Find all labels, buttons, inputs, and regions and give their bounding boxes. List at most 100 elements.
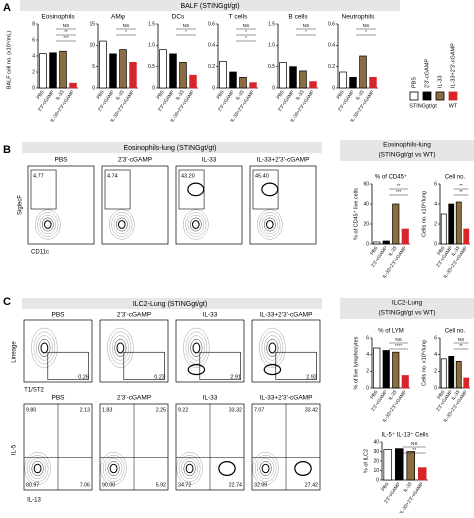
- plot-title: IL-33+2'3'-cGAMP: [257, 157, 310, 164]
- bar: [99, 40, 107, 89]
- panel-title: ILC2-Lung (STINGgt/gt): [133, 301, 207, 308]
- bar: [289, 66, 297, 89]
- y-tick-label: 0.5: [148, 64, 155, 70]
- header-band: [340, 140, 474, 161]
- y-tick-label: 0: [434, 241, 437, 247]
- bar: [417, 467, 427, 481]
- y-tick-label: 40: [363, 201, 369, 207]
- sig-label: NS: [458, 337, 464, 342]
- contour: [187, 364, 206, 376]
- bar: [463, 228, 470, 245]
- contour: [190, 339, 203, 357]
- sig-label: *: [125, 29, 127, 34]
- contour: [257, 457, 274, 480]
- y-tick-label: 20: [373, 458, 379, 464]
- y-tick-label: 0.2: [208, 64, 215, 70]
- panel-letter: A: [3, 2, 11, 14]
- bar: [359, 55, 367, 89]
- x-tick-label: PBS: [369, 389, 378, 399]
- bar: [239, 76, 247, 89]
- bar: [309, 81, 317, 89]
- quadrant-value: 2.25: [156, 407, 166, 413]
- bar: [448, 203, 455, 245]
- contour: [254, 454, 277, 483]
- legend-group: STINGgt/gt: [409, 103, 437, 109]
- x-tick-label: IL-33: [402, 481, 412, 493]
- plot-title: 2'3'-cGAMP: [118, 157, 152, 164]
- bar: [455, 360, 462, 389]
- y-tick-label: 0.4: [208, 43, 215, 49]
- bar: [189, 74, 197, 89]
- flow-contours: [183, 327, 210, 368]
- y-tick-label: 4: [434, 352, 437, 358]
- y-tick-label: 6: [434, 335, 437, 341]
- contour: [109, 463, 118, 474]
- chart-title: Cell no.: [445, 329, 466, 335]
- contour: [26, 454, 49, 483]
- flow-plot: [99, 319, 169, 383]
- y-axis-label: Cells no. x10⁵/lung: [420, 191, 427, 237]
- y-tick-label: 0: [212, 85, 215, 91]
- chart-title: B cells: [288, 14, 308, 21]
- y-axis-label: % of CD45⁺ live cells: [352, 188, 359, 240]
- gate-value: 45.40: [255, 173, 269, 179]
- contour: [252, 451, 279, 486]
- quadrant-value: 2.13: [80, 407, 90, 413]
- y-tick-label: 1.5: [268, 21, 275, 27]
- sig-label: *: [245, 29, 247, 34]
- y-tick-label: 30: [373, 449, 379, 455]
- bar: [440, 358, 447, 389]
- plot-title: 2'3'-cGAMP: [117, 312, 151, 319]
- gate: [104, 169, 131, 210]
- x-tick-label: IL-33+2'3'-cGAMP: [399, 481, 425, 513]
- gate: [123, 351, 165, 380]
- bar: [383, 449, 393, 481]
- quadrant-value: 7.06: [80, 482, 90, 488]
- contour: [261, 463, 270, 474]
- gate: [30, 169, 57, 210]
- quadrant-value: 22.74: [229, 482, 242, 488]
- quadrant-value: 27.42: [305, 482, 318, 488]
- contour: [111, 212, 133, 237]
- bar: [463, 377, 470, 389]
- x-tick-label: IL-33: [115, 89, 125, 101]
- y-tick-label: 6: [366, 335, 369, 341]
- x-tick-label: IL-33: [450, 389, 460, 401]
- plot-title: PBS: [54, 157, 68, 164]
- contour: [100, 451, 127, 486]
- x-tick-label: IL-33: [387, 245, 397, 257]
- gate-value: 4.77: [33, 173, 44, 179]
- contour: [33, 463, 42, 474]
- chart-title: Cell no.: [445, 175, 466, 181]
- contour: [192, 342, 201, 354]
- y-tick-label: 0: [152, 85, 155, 91]
- y-tick-label: 0: [92, 85, 95, 91]
- sig-label: ***: [63, 35, 69, 40]
- bar: [249, 82, 257, 89]
- contour: [294, 461, 312, 476]
- contour: [109, 331, 132, 365]
- contour: [261, 331, 284, 365]
- chart-title: DCs: [172, 14, 185, 21]
- contour: [261, 214, 278, 235]
- contour: [107, 460, 120, 477]
- plot-title: IL-33+2'3'-cGAMP: [260, 395, 313, 402]
- contour: [39, 214, 56, 235]
- contour: [109, 209, 135, 240]
- sig-label: *: [365, 29, 367, 34]
- quadrant-value: 9.80: [26, 407, 36, 413]
- y-axis-label: SiglecF: [18, 195, 24, 215]
- quadrant-value: 90.00: [102, 482, 115, 488]
- legend-label: IL-33+2'3'-cGAMP: [450, 43, 456, 88]
- sig-label: *: [185, 29, 187, 34]
- panel-header: (STINGgt/gt vs WT): [378, 152, 435, 159]
- bar: [169, 53, 177, 89]
- sig-label: NS: [303, 23, 309, 28]
- contour: [112, 335, 129, 361]
- bar: [448, 355, 455, 389]
- y-tick-label: 60: [363, 181, 369, 187]
- flow-contours: [24, 451, 51, 486]
- contour: [41, 217, 54, 232]
- y-tick-label: 8: [32, 21, 35, 27]
